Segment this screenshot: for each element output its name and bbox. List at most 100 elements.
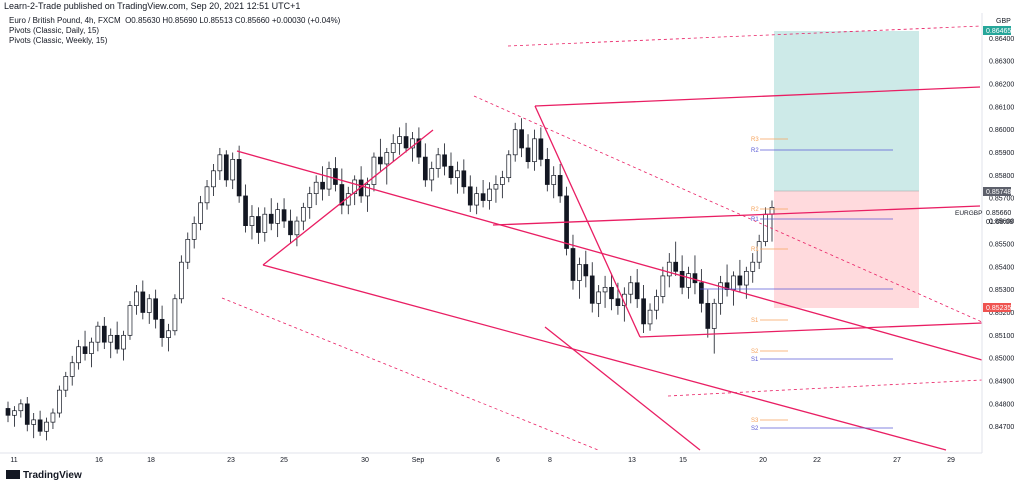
target-zone[interactable] [774, 31, 919, 191]
candle-body [480, 193, 486, 201]
candle [57, 385, 62, 418]
candle-body [82, 346, 88, 354]
stop-zone[interactable] [774, 191, 919, 308]
chart-legend: Euro / British Pound, 4h, FXCM O0.85630 … [9, 16, 340, 46]
candle [89, 337, 94, 368]
price-axis[interactable]: 0.86400 0.86300 0.86200 0.86100 0.86000 0.859… [989, 36, 1014, 431]
candle [442, 143, 447, 176]
time-tick-label: 18 [147, 457, 155, 464]
candle-body [378, 156, 383, 165]
candle [551, 166, 557, 199]
candle [191, 216, 197, 249]
candle [211, 163, 216, 196]
price-tick-label: 0.86000 [989, 127, 1014, 134]
candle-body [493, 184, 499, 190]
candle [461, 159, 467, 194]
candle [37, 410, 43, 436]
candle [654, 289, 659, 320]
candle-body [204, 186, 210, 204]
candle [101, 317, 107, 350]
candle [570, 234, 576, 290]
candle-body [230, 159, 236, 181]
svg-text:0.86465: 0.86465 [986, 28, 1011, 35]
tradingview-logo[interactable]: TradingView [6, 470, 82, 481]
candle [711, 298, 717, 354]
candle-body [281, 209, 287, 222]
price-tick-label: 0.85300 [989, 287, 1014, 294]
candle-body [660, 275, 666, 297]
candle [217, 147, 223, 180]
candle [236, 145, 242, 203]
candle-body [288, 220, 293, 236]
indicator-daily-pivots[interactable]: Pivots (Classic, Daily, 15) [9, 26, 100, 35]
candle-body [647, 309, 653, 325]
candle [448, 152, 454, 185]
time-tick-label: 15 [679, 457, 687, 464]
candle-body [654, 296, 659, 311]
candle-body [243, 195, 248, 226]
candle [525, 134, 531, 169]
candle-body [57, 389, 62, 414]
candle [249, 205, 255, 240]
candle [512, 122, 518, 162]
candle [397, 127, 402, 155]
price-tick-label: 0.86200 [989, 81, 1014, 88]
candle [146, 294, 152, 324]
pivot-labels: R3 R2 R2 R1 R1 S1 S2 S1 S3 S2 [751, 137, 759, 432]
candle [281, 198, 287, 228]
candle-body [634, 282, 640, 300]
candle [557, 163, 563, 203]
price-tick-label: 0.85000 [989, 356, 1014, 363]
price-tick-label: 0.85900 [989, 150, 1014, 157]
channel-mid-line [639, 322, 983, 338]
candle-body [435, 154, 441, 169]
candle [223, 150, 229, 187]
candle [493, 175, 499, 203]
candle-body [307, 193, 313, 208]
price-tick-label: 0.84800 [989, 401, 1014, 408]
candle-body [211, 170, 216, 188]
candle [756, 234, 762, 270]
candle-body [5, 408, 11, 416]
candle-body [140, 291, 146, 313]
countdown-label: 01:08:08 [986, 219, 1013, 226]
candle [339, 168, 345, 215]
candle [50, 408, 56, 430]
candle [455, 161, 460, 194]
candle [320, 166, 325, 201]
candle [76, 339, 81, 370]
time-tick-label: 25 [280, 457, 288, 464]
candle-body [76, 346, 81, 364]
footer: TradingView [0, 466, 1024, 485]
time-tick-label: 6 [496, 457, 500, 464]
candle-body [179, 261, 184, 300]
candle [5, 401, 11, 423]
candle [95, 321, 101, 352]
candle-body [63, 376, 69, 391]
tradingview-logo-icon [6, 470, 20, 479]
symbol-label: EURGBP [955, 210, 982, 217]
indicator-weekly-pivots[interactable]: Pivots (Classic, Weekly, 15) [9, 36, 108, 45]
time-axis[interactable]: 11 16 18 23 25 30 Sep 6 8 13 15 20 22 27 29 [10, 457, 955, 464]
candle [114, 321, 120, 354]
candle-body [673, 261, 679, 272]
candle-body [326, 168, 332, 190]
candle-body [12, 410, 17, 416]
candle-body [159, 318, 165, 338]
candle [666, 253, 672, 288]
candle [31, 413, 37, 439]
bottom-dashed-line [667, 379, 983, 397]
candle [371, 152, 377, 192]
candle-body [628, 282, 634, 295]
candle [673, 241, 679, 276]
candle-body [467, 186, 473, 206]
candle-body [737, 275, 743, 286]
candle-body [153, 298, 159, 320]
candle [326, 161, 332, 196]
candle [435, 147, 441, 178]
candle-body [24, 403, 30, 425]
candle-body [50, 412, 56, 423]
descending-dashed-line [473, 95, 983, 323]
candle-body [333, 168, 338, 185]
